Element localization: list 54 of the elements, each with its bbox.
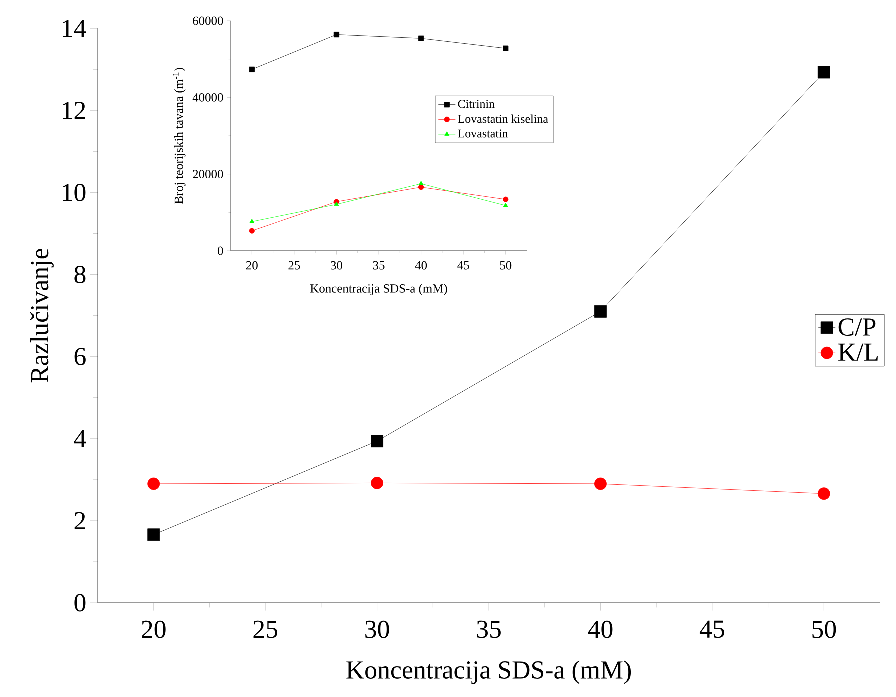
legend-label: Citrinin: [458, 100, 495, 108]
point: [503, 46, 509, 52]
y-tick-label: 4: [74, 430, 86, 448]
x-tick-label: 40: [415, 261, 428, 270]
point: [818, 488, 830, 500]
point: [334, 32, 340, 38]
x-axis-title: Koncentracija SDS-a (mM): [346, 660, 632, 684]
x-tick-label: 30: [331, 261, 342, 270]
x-axis-title: Koncentracija SDS-a (mM): [310, 284, 448, 296]
point: [818, 66, 830, 79]
y-tick-label: 60000: [193, 16, 224, 26]
x-tick-label: 25: [254, 620, 278, 638]
point: [418, 184, 424, 190]
point: [249, 66, 255, 72]
point: [503, 202, 508, 208]
point: [418, 181, 424, 186]
y-tick-label: 20000: [193, 170, 224, 179]
point: [334, 202, 340, 206]
point: [371, 435, 384, 448]
x-tick-label: 25: [288, 261, 300, 270]
y-tick-label: 8: [74, 266, 86, 284]
point: [594, 305, 607, 318]
legend-label: Lovastatin: [458, 130, 508, 138]
point: [594, 478, 607, 490]
point: [371, 476, 384, 490]
y-tick-label: 0: [218, 246, 224, 256]
point: [250, 219, 255, 224]
x-tick-label: 45: [458, 261, 470, 270]
x-tick-label: 30: [366, 620, 390, 638]
x-tick-label: 50: [812, 620, 836, 638]
y-tick-label: 10: [63, 184, 86, 202]
y-tick-label: 14: [63, 20, 86, 38]
y-tick-label: 2: [74, 512, 86, 530]
legend-label: C/P: [838, 318, 876, 336]
x-tick-label: 50: [500, 261, 512, 270]
x-tick-label: 35: [477, 620, 501, 638]
y-axis-title: Razlučivanje: [30, 249, 54, 383]
y-tick-label: 12: [63, 102, 86, 120]
x-tick-label: 45: [700, 620, 724, 638]
point: [148, 478, 160, 490]
y-tick-label: 0: [74, 594, 86, 612]
point: [418, 36, 424, 42]
x-tick-label: 40: [588, 620, 613, 638]
y-tick-label: 40000: [192, 93, 224, 102]
point: [503, 196, 509, 202]
y-tick-label: 6: [74, 348, 86, 366]
legend-label: Lovastatin kiselina: [458, 114, 548, 124]
x-tick-label: 35: [373, 261, 385, 270]
point: [249, 228, 255, 234]
point: [148, 528, 160, 542]
x-tick-label: 20: [142, 620, 166, 638]
legend-label: K/L: [838, 344, 878, 362]
y-axis-title: Broj teorijskih tavana (m$^{-1}$): [173, 68, 186, 204]
x-tick-label: 20: [246, 261, 258, 270]
